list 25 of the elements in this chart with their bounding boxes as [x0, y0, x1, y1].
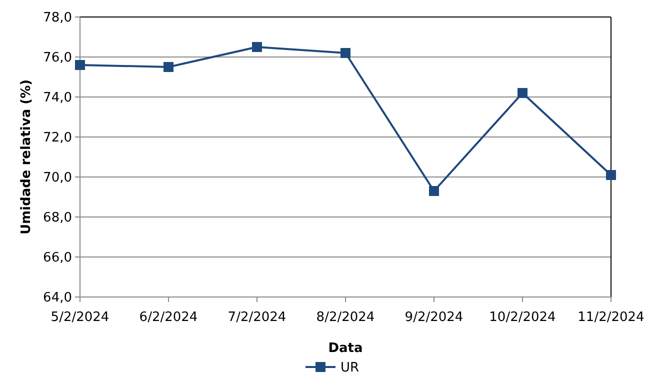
y-tick-label: 70,0 — [43, 170, 72, 186]
x-tick-label: 8/2/2024 — [316, 310, 375, 325]
x-tick-label: 11/2/2024 — [578, 310, 644, 325]
x-tick-label: 5/2/2024 — [50, 310, 110, 325]
point — [429, 186, 439, 196]
point — [606, 170, 616, 180]
point — [75, 60, 85, 70]
x-tick-label: 9/2/2024 — [404, 310, 464, 325]
y-axis-title: Umidade relativa (%) — [19, 79, 34, 235]
legend-label: UR — [340, 360, 360, 376]
point — [164, 62, 174, 72]
y-tick-label: 64,0 — [43, 290, 72, 306]
y-tick-label: 68,0 — [43, 210, 72, 226]
x-tick-label: 10/2/2024 — [489, 310, 556, 325]
point — [252, 42, 262, 52]
x-tick-label: 7/2/2024 — [228, 310, 286, 325]
y-tick-label: 72,0 — [43, 130, 72, 146]
point — [340, 48, 350, 58]
x-tick-label: 6/2/2024 — [139, 310, 198, 325]
y-tick-label: 74,0 — [43, 90, 72, 106]
y-tick-label: 76,0 — [43, 50, 72, 66]
point — [518, 88, 528, 98]
y-tick-label: 78,0 — [43, 10, 72, 26]
y-tick-label: 66,0 — [43, 250, 72, 266]
x-axis-title: Data — [328, 341, 363, 356]
